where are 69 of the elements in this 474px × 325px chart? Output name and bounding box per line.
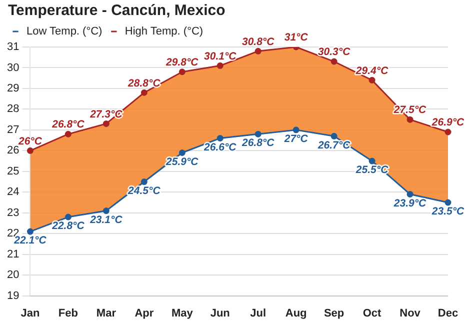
data-label: 22.8°C <box>51 220 85 232</box>
x-tick-label: Sep <box>324 307 344 320</box>
y-tick-label: 21 <box>6 248 20 260</box>
point <box>216 62 224 69</box>
data-label: 30.8°C <box>242 36 275 48</box>
point <box>140 89 148 96</box>
x-tick-label: Apr <box>134 307 154 320</box>
y-tick-label: 25 <box>6 165 20 178</box>
point <box>178 149 186 156</box>
data-label: 31°C <box>284 32 308 44</box>
point <box>64 214 72 220</box>
data-label: 27°C <box>283 133 308 146</box>
data-label: 26.6°C <box>203 141 237 154</box>
data-label: 23.1°C <box>89 214 123 226</box>
point <box>140 178 148 186</box>
y-tick-label: 24 <box>6 186 20 198</box>
x-tick-label: Jun <box>210 307 230 320</box>
x-tick-label: Aug <box>285 307 307 320</box>
point <box>292 126 300 134</box>
point <box>444 128 452 136</box>
data-label: 30.3°C <box>318 46 351 58</box>
data-label: 26.8°C <box>241 137 275 150</box>
point <box>26 228 34 235</box>
x-tick-label: Jan <box>20 307 40 320</box>
data-label: 30.1°C <box>204 50 237 62</box>
x-tick-label: Mar <box>96 307 117 320</box>
point <box>330 58 338 65</box>
data-label: 22.1°C <box>13 234 47 247</box>
x-tick-label: Feb <box>58 307 78 320</box>
y-tick-label: 27 <box>6 124 20 136</box>
y-tick-label: 26 <box>6 144 20 157</box>
data-label: 26°C <box>18 135 42 148</box>
point <box>368 158 376 164</box>
point <box>254 130 262 138</box>
point <box>330 132 338 140</box>
x-tick-label: May <box>171 307 194 320</box>
data-label: 23.9°C <box>392 197 427 210</box>
point <box>178 68 186 76</box>
data-label: 26.7°C <box>316 139 351 152</box>
data-label: 26.8°C <box>51 118 85 131</box>
y-tick-label: 29 <box>6 82 20 94</box>
legend-label: High Temp. (°C) <box>124 26 204 38</box>
x-tick-label: Dec <box>438 307 458 320</box>
y-tick-label: 23 <box>6 206 20 219</box>
y-tick-label: 31 <box>6 41 20 54</box>
point <box>102 208 110 214</box>
point <box>64 130 72 138</box>
data-label: 29.4°C <box>354 64 389 77</box>
data-label: 28.8°C <box>127 77 161 90</box>
x-tick-label: Jul <box>250 307 266 320</box>
point <box>406 116 414 123</box>
legend-label: Low Temp. (°C) <box>26 26 102 38</box>
x-tick-label: Nov <box>400 307 422 320</box>
y-tick-label: 30 <box>6 62 20 74</box>
point <box>254 48 262 54</box>
point <box>26 147 34 154</box>
point <box>368 76 376 84</box>
point <box>444 199 452 206</box>
y-tick-label: 19 <box>6 290 20 302</box>
point <box>102 120 110 127</box>
data-label: 23.5°C <box>430 206 465 218</box>
point <box>216 134 224 142</box>
y-tick-label: 20 <box>6 269 20 282</box>
chart-title: Temperature - Cancún, Mexico <box>8 2 226 19</box>
data-label: 29.8°C <box>165 56 199 69</box>
y-tick-label: 28 <box>6 103 20 116</box>
point <box>406 190 414 198</box>
x-tick-label: Oct <box>362 307 382 320</box>
data-label: 26.9°C <box>430 116 465 129</box>
